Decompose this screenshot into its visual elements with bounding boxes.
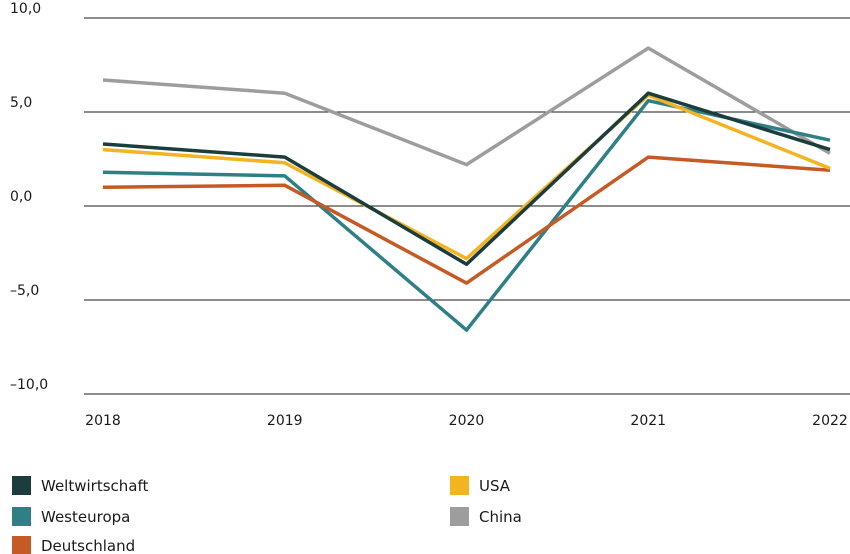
legend-swatch <box>450 507 469 526</box>
legend-item-china: China <box>450 507 522 526</box>
series-line-weltwirtschaft <box>102 91 831 267</box>
y-tick-label: 10,0 <box>10 1 41 17</box>
y-tick-label: –5,0 <box>10 283 39 299</box>
x-tick-label: 2018 <box>85 413 121 429</box>
series-lines <box>102 46 831 332</box>
x-tick-label: 2020 <box>449 413 485 429</box>
y-tick-label: 5,0 <box>10 95 32 111</box>
legend-label: Deutschland <box>41 537 135 554</box>
grid-lines <box>84 17 850 395</box>
legend-item-usa: USA <box>450 476 511 495</box>
legend-swatch <box>12 507 31 526</box>
legend-item-deutschland: Deutschland <box>12 536 135 554</box>
legend-label: Weltwirtschaft <box>41 477 148 495</box>
legend-label: China <box>479 508 522 526</box>
x-tick-label: 2022 <box>812 413 848 429</box>
legend-item-westeuropa: Westeuropa <box>12 507 130 526</box>
series-line-usa <box>102 93 831 261</box>
x-tick-label: 2019 <box>267 413 303 429</box>
legend-label: USA <box>479 477 511 495</box>
legend-item-weltwirtschaft: Weltwirtschaft <box>12 476 148 495</box>
legend-label: Westeuropa <box>41 508 130 526</box>
series-line-china <box>102 46 831 167</box>
legend-swatch <box>12 476 31 495</box>
series-line-deutschland <box>102 155 831 285</box>
y-tick-label: –10,0 <box>10 377 48 393</box>
x-tick-label: 2021 <box>630 413 666 429</box>
legend: Weltwirtschaft Westeuropa Deutschland USA Ch… <box>12 476 522 554</box>
x-axis-tick-labels: 2018 2019 2020 2021 2022 <box>85 413 848 429</box>
y-axis-tick-labels: 10,0 5,0 0,0 –5,0 –10,0 <box>10 1 48 393</box>
legend-swatch <box>12 536 31 554</box>
y-tick-label: 0,0 <box>10 189 32 205</box>
series-line-westeuropa <box>102 98 831 332</box>
legend-swatch <box>450 476 469 495</box>
